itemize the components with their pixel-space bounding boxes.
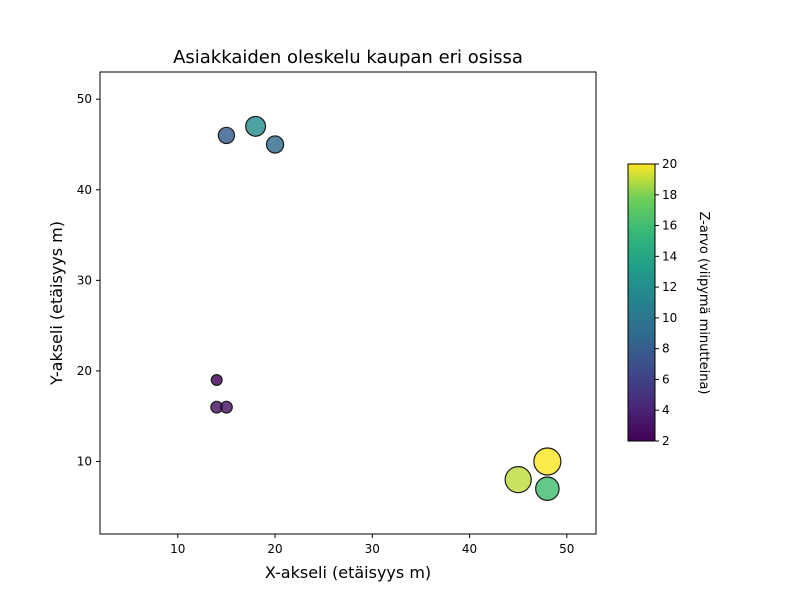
- colorbar-tick-label: 6: [662, 372, 670, 386]
- colorbar-tick-label: 4: [662, 403, 670, 417]
- y-tick-label: 30: [77, 273, 92, 287]
- x-tick-label: 10: [170, 542, 185, 556]
- x-tick-label: 20: [267, 542, 282, 556]
- y-tick-label: 40: [77, 183, 92, 197]
- colorbar-ticks: 2 4 6 8 10 12 14 16 18 20: [655, 157, 677, 448]
- colorbar-tick-label: 20: [662, 157, 677, 171]
- data-point: [504, 465, 532, 494]
- y-tick-label: 50: [77, 92, 92, 106]
- plot-frame: [99, 71, 597, 535]
- x-axis-label: X-akseli (etäisyys m): [265, 563, 431, 582]
- colorbar-tick-label: 10: [662, 311, 677, 325]
- colorbar: [627, 163, 656, 442]
- colorbar-tick-label: 18: [662, 188, 677, 202]
- data-point: [217, 126, 236, 145]
- y-tick-label: 10: [77, 455, 92, 469]
- y-axis-label: Y-akseli (etäisyys m): [47, 221, 66, 386]
- colorbar-gradient: [627, 163, 656, 442]
- colorbar-label: Z-arvo (viipymä minutteina): [696, 212, 711, 395]
- y-tick-label: 20: [77, 364, 92, 378]
- data-point: [245, 115, 267, 137]
- x-tick-label: 50: [559, 542, 574, 556]
- data-point: [219, 400, 233, 414]
- data-point: [210, 374, 223, 387]
- plot-area: [99, 71, 597, 535]
- x-tick-label: 30: [365, 542, 380, 556]
- colorbar-tick-label: 12: [662, 280, 677, 294]
- data-point: [535, 476, 560, 502]
- data-point: [265, 135, 285, 154]
- x-axis: 10 20 30 40 50: [170, 534, 574, 556]
- data-points: [210, 115, 562, 502]
- colorbar-tick-label: 14: [662, 249, 677, 263]
- colorbar-tick-label: 8: [662, 342, 670, 356]
- colorbar-tick-label: 2: [662, 434, 670, 448]
- chart-title: Asiakkaiden oleskelu kaupan eri osissa: [173, 47, 523, 68]
- y-axis: 10 20 30 40 50: [77, 92, 100, 469]
- x-tick-label: 40: [462, 542, 477, 556]
- colorbar-tick-label: 16: [662, 219, 677, 233]
- data-point: [533, 447, 562, 476]
